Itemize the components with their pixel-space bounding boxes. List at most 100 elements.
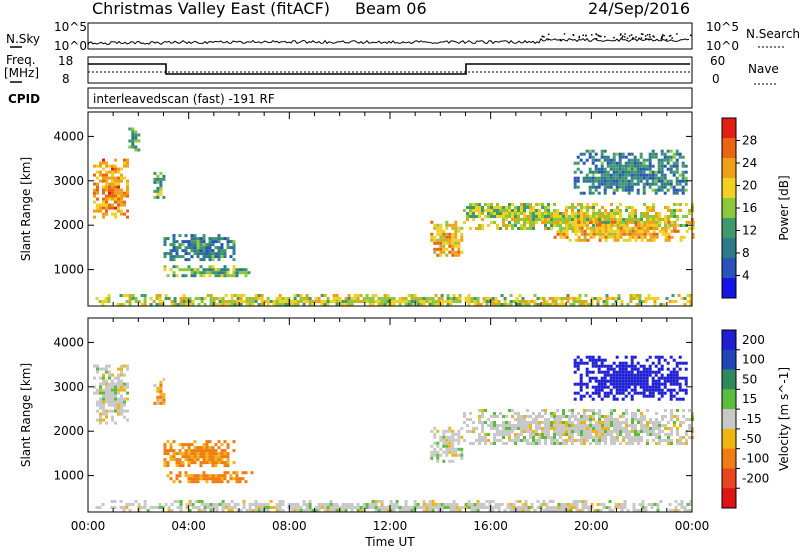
echo-cell (610, 229, 614, 233)
echo-cell (568, 430, 571, 433)
echo-cell (595, 227, 598, 230)
echo-cell (673, 212, 676, 215)
echo-cell (649, 226, 653, 230)
echo-cell (422, 509, 426, 512)
echo-cell (392, 303, 396, 306)
echo-cell (583, 224, 586, 227)
echo-cell (660, 152, 664, 156)
echo-cell (576, 161, 580, 165)
echo-cell (642, 164, 646, 168)
echo-cell (208, 474, 212, 478)
echo-cell (670, 220, 674, 224)
echo-cell (110, 506, 114, 509)
echo-cell (326, 297, 330, 300)
echo-cell (638, 503, 642, 506)
echo-cell (266, 297, 270, 300)
echo-cell (190, 255, 194, 259)
echo-cell (454, 244, 458, 248)
echo-cell (114, 182, 117, 186)
echo-cell (544, 215, 547, 218)
echo-cell (208, 268, 212, 272)
echo-cell (658, 421, 661, 424)
echo-cell (105, 206, 108, 210)
echo-cell (156, 174, 160, 178)
echo-cell (589, 409, 592, 412)
echo-cell (652, 203, 655, 206)
echo-cell (681, 185, 685, 189)
echo-cell (619, 232, 623, 236)
echo-cell (590, 300, 594, 303)
echo-cell (667, 226, 671, 230)
echo-cell (591, 149, 595, 153)
echo-cell (648, 394, 652, 398)
echo-cell (502, 212, 505, 215)
echo-cell (214, 237, 218, 241)
echo-cell (675, 391, 679, 395)
echo-cell (580, 424, 583, 427)
echo-cell (451, 459, 455, 463)
echo-cell (202, 268, 206, 272)
echo-cell (218, 503, 222, 506)
echo-cell (149, 303, 153, 306)
colorbar-swatch (722, 428, 736, 450)
echo-cell (202, 252, 206, 256)
echo-cell (443, 506, 447, 509)
echo-cell (562, 427, 565, 430)
echo-cell (630, 397, 634, 401)
echo-cell (99, 376, 102, 380)
echo-cell (610, 409, 613, 412)
echo-cell (508, 203, 511, 206)
echo-cell (163, 443, 167, 447)
echo-cell (619, 430, 622, 433)
echo-cell (592, 212, 595, 215)
echo-cell (202, 249, 206, 253)
echo-cell (163, 446, 167, 450)
echo-cell (515, 506, 519, 509)
echo-cell (572, 503, 576, 506)
echo-cell (430, 450, 434, 454)
echo-cell (122, 303, 126, 306)
echo-cell (208, 274, 212, 278)
echo-cell (571, 215, 574, 218)
echo-cell (238, 268, 242, 272)
echo-cell (134, 300, 138, 303)
echo-cell (640, 430, 643, 433)
echo-cell (134, 145, 138, 149)
echo-cell (329, 300, 333, 303)
echo-cell (111, 164, 114, 168)
echo-cell (120, 406, 123, 410)
echo-cell (511, 409, 514, 412)
echo-cell (101, 303, 105, 306)
echo-cell (579, 170, 583, 174)
echo-cell (99, 403, 102, 407)
echo-cell (208, 252, 212, 256)
nsky-label: N.Sky (6, 32, 40, 46)
echo-cell (565, 215, 568, 218)
echo-cell (272, 506, 276, 509)
echo-cell (520, 421, 523, 424)
echo-cell (661, 229, 665, 233)
echo-cell (218, 300, 222, 303)
echo-cell (532, 412, 535, 415)
echo-cell (648, 155, 652, 159)
echo-cell (548, 509, 552, 512)
echo-cell (566, 506, 570, 509)
echo-cell (685, 433, 688, 436)
echo-cell (302, 297, 306, 300)
echo-cell (576, 364, 580, 368)
echo-cell (166, 237, 170, 241)
echo-cell (585, 391, 589, 395)
echo-cell (672, 155, 676, 159)
echo-cell (669, 382, 673, 386)
echo-cell (102, 403, 105, 407)
echo-cell (586, 418, 589, 421)
echo-cell (481, 424, 484, 427)
echo-cell (433, 235, 437, 239)
echo-cell (217, 258, 221, 262)
echo-cell (547, 421, 550, 424)
echo-cell (568, 433, 571, 436)
echo-cell (224, 300, 228, 303)
echo-cell (634, 226, 638, 230)
echo-cell (395, 300, 399, 303)
echo-cell (591, 191, 595, 195)
